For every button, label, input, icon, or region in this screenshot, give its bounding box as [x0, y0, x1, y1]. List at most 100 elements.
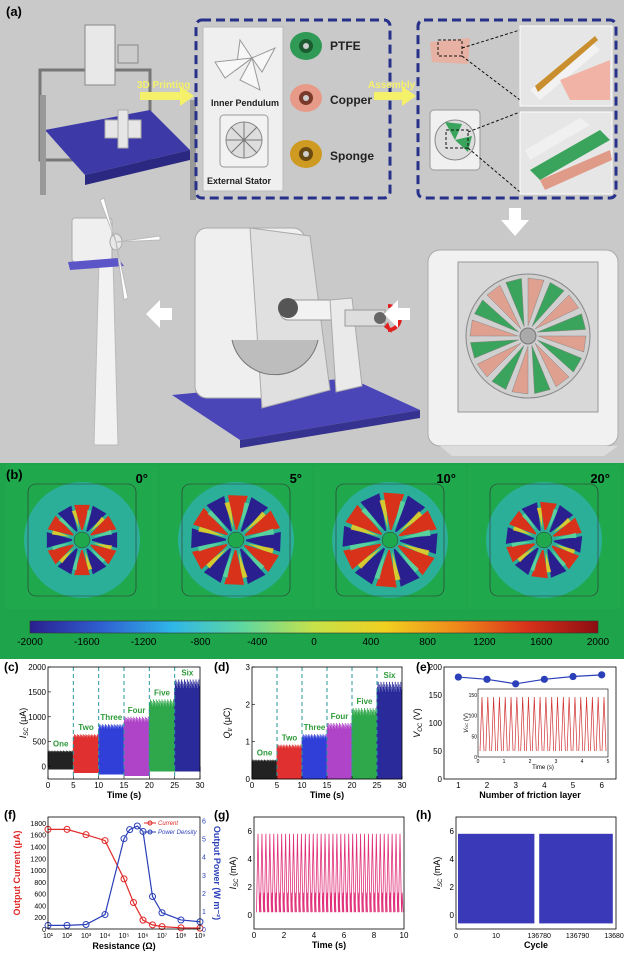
x-tick-label: 5 — [71, 781, 76, 790]
x-tick-label: 10¹ — [43, 933, 54, 940]
field-lobe — [553, 536, 583, 553]
segment-label: Four — [331, 712, 349, 721]
stator-blade — [470, 339, 519, 359]
field-lobe — [342, 525, 381, 547]
field-lobe — [547, 548, 567, 578]
field-gap — [90, 548, 106, 564]
external-stator-icon — [219, 114, 269, 168]
data-point — [540, 675, 548, 683]
field-gap — [379, 499, 388, 529]
y-tick-label: 50 — [433, 747, 442, 756]
assembly-box — [416, 18, 618, 200]
zoom-detail-top — [519, 25, 613, 107]
x-tick-label: 136780 — [528, 933, 551, 940]
angle-label: 0° — [136, 471, 148, 486]
field-gap — [512, 525, 533, 536]
x-axis-label: Time (s) — [107, 790, 141, 800]
field-gap — [244, 511, 267, 532]
field-gap — [516, 547, 535, 563]
field-gap — [397, 549, 419, 574]
field-lobe — [383, 492, 405, 531]
colorbar-tick-label: 400 — [362, 637, 379, 648]
segment-label: Six — [181, 668, 194, 677]
x-tick-label: 4 — [312, 931, 317, 940]
y-tick-label: 3 — [246, 663, 251, 672]
y-axis-label: ISC (mA) — [432, 857, 444, 890]
field-gap — [207, 509, 228, 532]
panel-label-d: (d) — [214, 660, 229, 674]
y2-tick-label: 5 — [202, 837, 206, 844]
x-tick-label: 10⁹ — [195, 933, 206, 940]
y-tick-label: 4 — [248, 855, 253, 864]
field-lobe — [46, 532, 73, 548]
y-tick-label: 400 — [34, 903, 46, 910]
y-axis-label: VOC (V) — [412, 708, 424, 738]
field-lobe — [91, 532, 118, 548]
series-line — [458, 674, 602, 685]
y-tick-label: 1500 — [28, 688, 46, 697]
power-point — [82, 920, 90, 928]
power-point — [158, 909, 166, 917]
power-point — [120, 835, 128, 843]
field-lobe — [531, 549, 548, 579]
left-arrow-1 — [146, 300, 172, 328]
panel-label-h: (h) — [416, 808, 431, 822]
stator-outline — [489, 483, 599, 597]
field-lobe — [506, 543, 536, 563]
x-tick-label: 10⁸ — [176, 933, 187, 940]
current-point — [101, 837, 109, 845]
stator-blade — [534, 294, 580, 330]
power-point — [177, 916, 185, 924]
signal-segment — [376, 681, 402, 779]
x-tick-label: 10 — [94, 781, 103, 790]
x-tick-label: 5 — [275, 781, 280, 790]
x-tick-label: 10 — [298, 781, 307, 790]
inset-y-tick-label: 50 — [471, 734, 477, 740]
signal-line — [256, 833, 404, 913]
hub — [227, 531, 245, 549]
assembly-arrow — [374, 86, 416, 106]
field-lobe — [354, 547, 385, 585]
current-point — [149, 921, 156, 929]
x-tick-label: 136790 — [566, 933, 589, 940]
x-axis-label: Time (s) — [310, 790, 344, 800]
zoom-detail-bottom — [519, 111, 613, 195]
stator-blade — [474, 299, 519, 333]
x-tick-label: 25 — [170, 781, 179, 790]
power-point — [149, 892, 156, 900]
field-lobe — [191, 528, 227, 549]
segment-label: Three — [100, 713, 122, 722]
field-gap — [511, 541, 533, 548]
colorbar: -2000 -1600 -1200 -800 -400 0 400 800 1200 1600 20… — [17, 620, 610, 648]
y-tick-label: 2 — [450, 883, 455, 892]
data-point — [598, 671, 606, 679]
inner-pendulum-label: Inner Pendulum — [211, 98, 279, 108]
colorbar-tick-label: 1200 — [473, 637, 496, 648]
x-tick-label: 10⁴ — [100, 933, 111, 940]
panel-label-a: (a) — [6, 4, 22, 19]
y2-tick-label: 0 — [202, 927, 206, 934]
angle-label: 5° — [290, 471, 302, 486]
y-axis-label: ISC (μA) — [18, 708, 30, 739]
y-axis-label: Output Current (μA) — [12, 831, 22, 916]
inset-y-axis-label: VOC (V) — [464, 713, 470, 733]
y-tick-label: 1400 — [30, 844, 46, 851]
power-point — [139, 827, 147, 835]
stator-blade — [476, 342, 522, 378]
segment-label: Two — [78, 723, 94, 732]
angle-label: 10° — [436, 471, 456, 486]
angle-label: 20° — [590, 471, 610, 486]
colorbar-tick-label: 0 — [311, 637, 317, 648]
inset-y-tick-label: 100 — [469, 714, 478, 720]
x-axis-label: Number of friction layer — [479, 790, 581, 800]
colorbar-tick-label: -2000 — [17, 637, 43, 648]
colorbar-bar — [29, 620, 599, 634]
y2-tick-label: 3 — [202, 873, 206, 880]
y-tick-label: 1 — [246, 738, 251, 747]
y-tick-label: 0 — [42, 927, 46, 934]
field-gap — [205, 548, 228, 569]
field-gap — [51, 529, 71, 537]
signal-segment — [174, 679, 201, 772]
x-tick-label: 10 — [400, 931, 409, 940]
